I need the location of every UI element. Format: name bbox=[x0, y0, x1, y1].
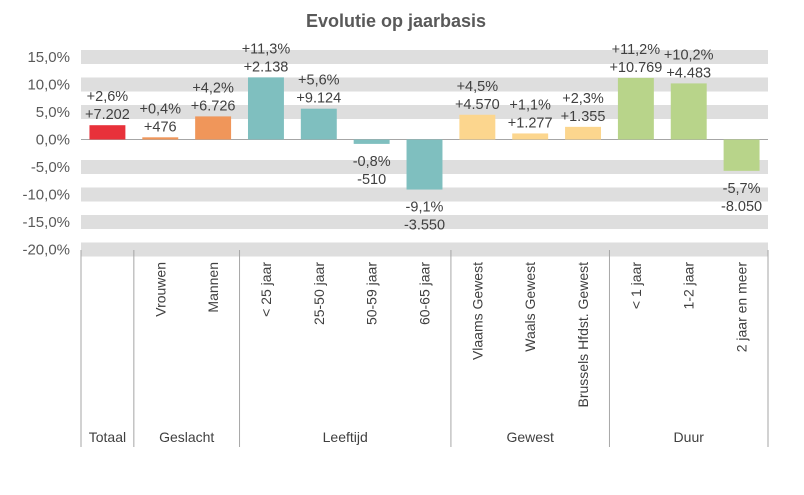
y-tick-label: -5,0% bbox=[31, 159, 70, 176]
data-label-abs: -3.550 bbox=[404, 218, 445, 234]
data-label-pct: +4,5% bbox=[457, 79, 499, 95]
category-label: Waals Gewest bbox=[522, 262, 538, 352]
data-label-pct: +4,2% bbox=[192, 80, 234, 96]
data-label-pct: -9,1% bbox=[406, 200, 444, 216]
grid-band bbox=[81, 105, 768, 119]
data-label-abs: +7.202 bbox=[85, 107, 130, 123]
category-label: Brussels Hfdst. Gewest bbox=[575, 262, 591, 408]
data-label-pct: +2,6% bbox=[87, 89, 129, 105]
bar bbox=[89, 125, 126, 140]
category-label: < 25 jaar bbox=[258, 262, 274, 317]
bar bbox=[512, 133, 549, 140]
data-label-abs: +9.124 bbox=[296, 91, 341, 107]
category-label: 60-65 jaar bbox=[417, 262, 433, 325]
data-label-abs: +1.277 bbox=[508, 115, 553, 131]
bars bbox=[89, 77, 760, 190]
grid-band bbox=[81, 187, 768, 202]
bar bbox=[617, 77, 654, 140]
data-label-pct: -5,7% bbox=[723, 181, 761, 197]
category-label: 2 jaar en meer bbox=[734, 262, 750, 353]
y-tick-label: 15,0% bbox=[27, 49, 70, 66]
y-tick-label: 0,0% bbox=[36, 132, 70, 149]
category-label: Vlaams Gewest bbox=[469, 262, 485, 360]
bar bbox=[670, 83, 707, 140]
data-label-abs: +476 bbox=[144, 119, 177, 135]
group-label: Gewest bbox=[506, 429, 554, 445]
data-label-abs: +1.355 bbox=[561, 109, 606, 125]
chart-title: Evolutie op jaarbasis bbox=[306, 11, 486, 31]
category-label: Vrouwen bbox=[152, 262, 168, 317]
category-labels: Vrouwen Mannen < 25 jaar 25-50 jaar 50-59 ja… bbox=[152, 262, 749, 408]
y-tick-label: 10,0% bbox=[27, 77, 70, 94]
data-label-pct: +10,2% bbox=[664, 47, 714, 63]
y-tick-label: -20,0% bbox=[22, 242, 70, 259]
category-label: < 1 jaar bbox=[628, 262, 644, 309]
y-tick-label: -10,0% bbox=[22, 187, 70, 204]
bar bbox=[300, 108, 337, 140]
y-tick-label: -15,0% bbox=[22, 214, 70, 231]
data-labels: +2,6% +7.202 +0,4% +476 +4,2% +6.726 +11,3% +2.… bbox=[85, 41, 762, 233]
group-label: Totaal bbox=[89, 429, 126, 445]
bar bbox=[723, 139, 760, 171]
data-label-abs: +4.483 bbox=[666, 65, 711, 81]
grid-band bbox=[81, 77, 768, 92]
data-label-abs: -8.050 bbox=[721, 199, 762, 215]
bar bbox=[565, 126, 602, 140]
data-label-abs: +2.138 bbox=[244, 59, 289, 75]
y-tick-label: 5,0% bbox=[36, 104, 70, 121]
category-label: 1-2 jaar bbox=[681, 262, 697, 310]
bar bbox=[142, 137, 179, 140]
group-label: Leeftijd bbox=[323, 429, 368, 445]
data-label-pct: +11,3% bbox=[242, 41, 291, 57]
group-labels: Totaal Geslacht Leeftijd Gewest Duur bbox=[80, 250, 769, 447]
grid-band bbox=[81, 50, 768, 64]
data-label-pct: +1,1% bbox=[509, 97, 551, 113]
group-label: Duur bbox=[674, 429, 705, 445]
data-label-pct: +0,4% bbox=[140, 101, 182, 117]
data-label-abs: +4.570 bbox=[455, 97, 500, 113]
category-label: 50-59 jaar bbox=[364, 262, 380, 325]
bar bbox=[459, 114, 496, 140]
data-label-pct: -0,8% bbox=[353, 154, 391, 170]
bar bbox=[195, 116, 232, 140]
data-label-pct: +11,2% bbox=[612, 42, 661, 58]
data-label-abs: -510 bbox=[357, 172, 386, 188]
category-label: 25-50 jaar bbox=[311, 262, 327, 325]
bar bbox=[247, 77, 284, 140]
group-label: Geslacht bbox=[159, 429, 214, 445]
data-label-pct: +2,3% bbox=[562, 91, 604, 107]
grid-band bbox=[81, 215, 768, 229]
bar bbox=[353, 139, 390, 144]
data-label-abs: +6.726 bbox=[191, 98, 236, 114]
grid-band bbox=[81, 242, 768, 257]
category-label: Mannen bbox=[205, 262, 221, 313]
data-label-abs: +10.769 bbox=[609, 60, 662, 76]
y-axis-ticks: 15,0% 10,0% 5,0% 0,0% -5,0% -10,0% -15,0% -20,0… bbox=[22, 49, 70, 259]
data-label-pct: +5,6% bbox=[298, 73, 340, 89]
bar bbox=[406, 139, 443, 190]
